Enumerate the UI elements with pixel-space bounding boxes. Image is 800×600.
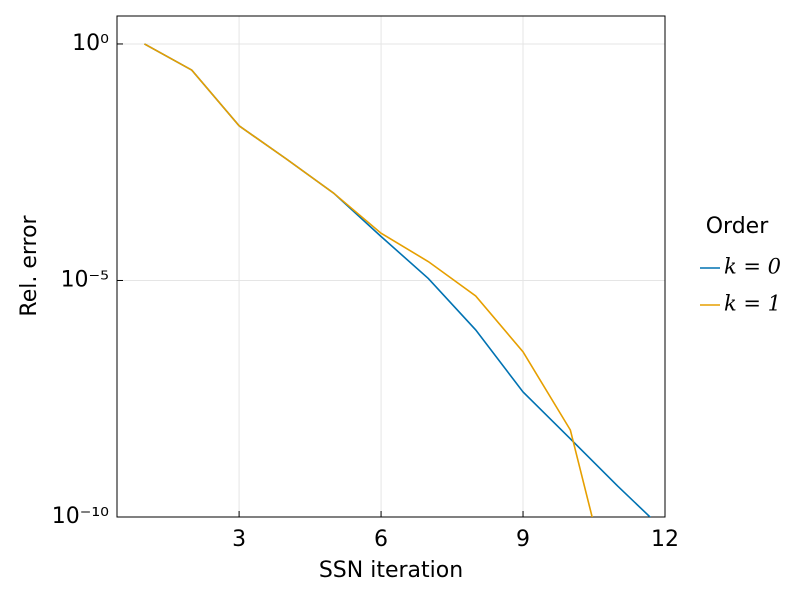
y-axis-label: Rel. error [17,214,42,316]
y-tick-label: 10⁻⁵ [61,267,109,292]
y-tick-label: 10⁻¹⁰ [52,504,109,529]
legend-label: k = 1 [724,292,781,316]
series-line [144,43,652,517]
legend-title: Order [706,214,769,239]
x-tick-label: 3 [232,527,246,552]
x-tick-label: 12 [651,527,679,552]
y-tick-label: 10⁰ [72,31,109,56]
plot-area [144,43,652,517]
series-line [144,43,593,517]
legend-label: k = 0 [724,255,781,279]
x-axis-label: SSN iteration [319,558,463,583]
plot-frame [116,15,666,518]
x-tick-label: 6 [374,527,388,552]
x-tick-label: 9 [516,527,530,552]
